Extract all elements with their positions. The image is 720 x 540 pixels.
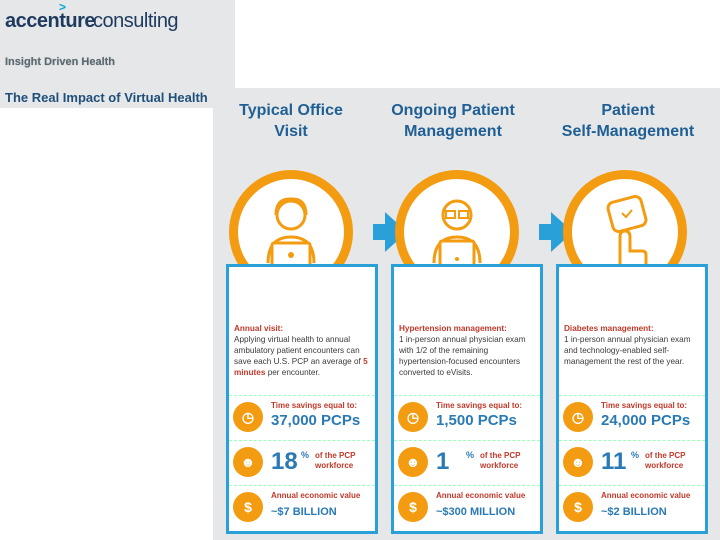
logo-word-consulting: consulting xyxy=(93,10,179,32)
dollar-icon: $ xyxy=(233,492,263,522)
team-icon: ☻ xyxy=(563,447,593,477)
workforce-row: ☻ 1 % of the PCP workforce xyxy=(394,440,540,485)
card-typical-office-visit: Annual visit: Applying virtual health to… xyxy=(226,264,378,534)
column-heading-3: Patient Self-Management xyxy=(561,102,695,140)
clock-icon: ◷ xyxy=(233,402,263,432)
arrow-stem-2 xyxy=(539,224,553,240)
column-heading-1: Typical Office Visit xyxy=(239,102,343,140)
card-description: Diabetes management: 1 in-person annual … xyxy=(564,324,691,366)
workforce-row: ☻ 18 % of the PCP workforce xyxy=(229,440,375,485)
economic-value-row: $ Annual economic value ~$7 BILLION xyxy=(229,485,375,530)
clock-icon: ◷ xyxy=(398,402,428,432)
card-description: Annual visit: Applying virtual health to… xyxy=(234,324,368,377)
time-savings-row: ◷ Time savings equal to: 37,000 PCPs xyxy=(229,395,375,440)
infographic: Typical Office Visit Ongoing Patient Man… xyxy=(213,88,720,540)
tagline: Insight Driven Health xyxy=(5,56,116,68)
time-savings-row: ◷ Time savings equal to: 24,000 PCPs xyxy=(559,395,705,440)
team-icon: ☻ xyxy=(398,447,428,477)
economic-value-row: $ Annual economic value ~$300 MILLION xyxy=(394,485,540,530)
logo-word-accenture: accenture xyxy=(5,10,96,32)
economic-value-row: $ Annual economic value ~$2 BILLION xyxy=(559,485,705,530)
card-patient-self-management: Diabetes management: 1 in-person annual … xyxy=(556,264,708,534)
header-panel: > accenture consulting Insight Driven He… xyxy=(0,0,235,88)
team-icon: ☻ xyxy=(233,447,263,477)
time-savings-row: ◷ Time savings equal to: 1,500 PCPs xyxy=(394,395,540,440)
column-heading-2: Ongoing Patient Management xyxy=(391,102,515,140)
page-title: The Real Impact of Virtual Health xyxy=(5,90,208,105)
dollar-icon: $ xyxy=(398,492,428,522)
clock-icon: ◷ xyxy=(563,402,593,432)
dollar-icon: $ xyxy=(563,492,593,522)
title-panel xyxy=(0,88,235,108)
workforce-row: ☻ 11 % of the PCP workforce xyxy=(559,440,705,485)
card-ongoing-patient-management: Hypertension management: 1 in-person ann… xyxy=(391,264,543,534)
arrow-stem-1 xyxy=(373,224,387,240)
card-description: Hypertension management: 1 in-person ann… xyxy=(399,324,526,377)
logo-caret: > xyxy=(59,0,67,14)
